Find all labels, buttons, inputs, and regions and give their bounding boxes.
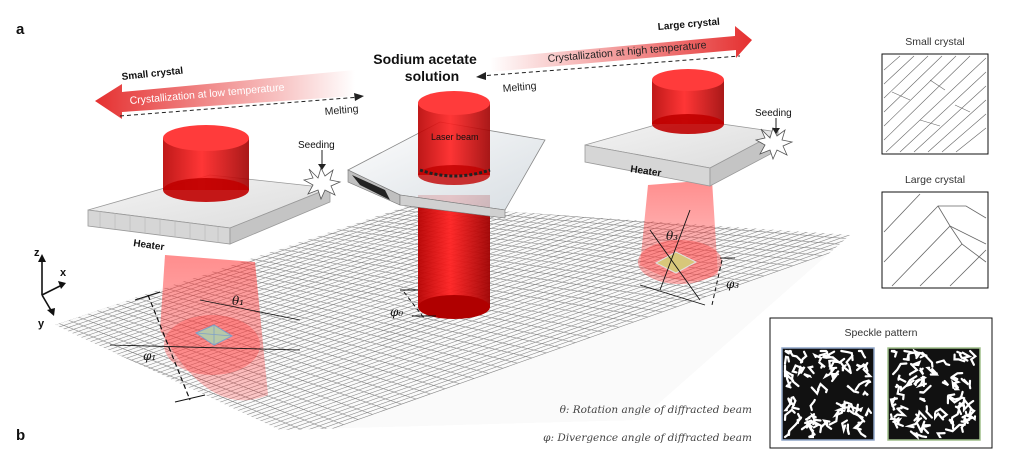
legend-phi: φ: Divergence angle of diffracted beam	[543, 432, 752, 444]
seeding-right-label: Seeding	[755, 108, 792, 119]
right-melting-label: Melting	[502, 80, 537, 95]
seeding-left-label: Seeding	[298, 140, 335, 151]
large-crystal-panel	[882, 192, 988, 288]
left-spot	[164, 315, 260, 375]
axis-y-label: y	[38, 318, 45, 330]
left-arrow-title: Small crystal	[121, 66, 184, 83]
large-crystal-title: Large crystal	[905, 174, 965, 186]
phi3-label: φ₃	[726, 277, 739, 291]
right-arrow-title: Large crystal	[657, 17, 720, 33]
axis-x-label: x	[60, 267, 67, 279]
phi0-label: φ₀	[390, 305, 403, 319]
left-melting-label: Melting	[324, 103, 359, 118]
panel-label-b: b	[16, 427, 25, 444]
speckle-title: Speckle pattern	[845, 327, 918, 339]
panel-label-a: a	[16, 21, 25, 38]
phi1-label: φ₁	[143, 349, 156, 363]
coordinate-axes	[38, 254, 66, 316]
center-title-line2: solution	[405, 68, 459, 84]
legend-theta: θ: Rotation angle of diffracted beam	[560, 404, 752, 416]
small-crystal-title: Small crystal	[905, 36, 965, 48]
right-arrow-text: Crystallization at high temperature	[547, 39, 707, 65]
small-crystal-panel	[882, 54, 988, 154]
axis-z-label: z	[34, 247, 40, 259]
center-title-line1: Sodium acetate	[373, 51, 477, 67]
theta1-label: θ₁	[232, 294, 244, 308]
laser-beam-label: Laser beam	[431, 132, 479, 142]
heater-left-label: Heater	[133, 238, 165, 253]
theta3-label: θ₃	[666, 229, 678, 243]
